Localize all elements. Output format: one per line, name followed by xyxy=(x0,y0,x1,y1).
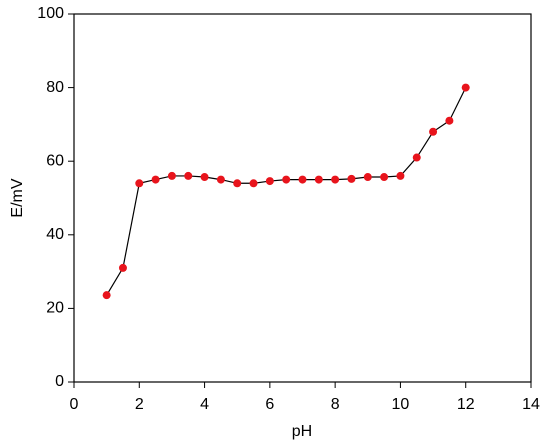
data-point xyxy=(249,179,258,188)
data-point xyxy=(135,179,144,188)
data-point xyxy=(461,83,470,92)
x-tick-label: 14 xyxy=(522,396,540,413)
data-point xyxy=(151,175,160,184)
x-tick-label: 6 xyxy=(265,396,274,413)
x-tick-label: 10 xyxy=(392,396,410,413)
data-point xyxy=(347,174,356,183)
x-tick-label: 8 xyxy=(331,396,340,413)
data-point xyxy=(314,175,323,184)
data-point xyxy=(445,116,454,125)
data-point xyxy=(412,153,421,162)
data-point xyxy=(282,175,291,184)
series-line xyxy=(106,87,467,296)
x-tick-label: 12 xyxy=(457,396,475,413)
data-point xyxy=(233,179,242,188)
x-tick-label: 4 xyxy=(200,396,209,413)
data-point xyxy=(380,173,389,182)
x-tick-label: 0 xyxy=(70,396,79,413)
y-tick-label: 60 xyxy=(46,152,64,169)
x-axis-label: pH xyxy=(292,423,312,440)
y-axis-label: E/mV xyxy=(9,178,26,217)
data-point xyxy=(118,263,127,272)
data-point xyxy=(265,177,274,186)
data-point xyxy=(167,171,176,180)
plot-frame xyxy=(73,13,532,383)
data-point xyxy=(331,175,340,184)
data-point xyxy=(200,173,209,182)
data-point xyxy=(102,291,111,300)
y-tick-label: 40 xyxy=(46,226,64,243)
y-tick-label: 100 xyxy=(37,5,64,22)
y-tick-label: 0 xyxy=(55,373,64,390)
data-point xyxy=(216,175,225,184)
y-tick-label: 80 xyxy=(46,79,64,96)
data-point xyxy=(396,171,405,180)
x-tick-label: 2 xyxy=(135,396,144,413)
data-point xyxy=(429,127,438,136)
data-point xyxy=(184,171,193,180)
data-point xyxy=(298,175,307,184)
y-tick-label: 20 xyxy=(46,300,64,317)
data-point xyxy=(363,173,372,182)
